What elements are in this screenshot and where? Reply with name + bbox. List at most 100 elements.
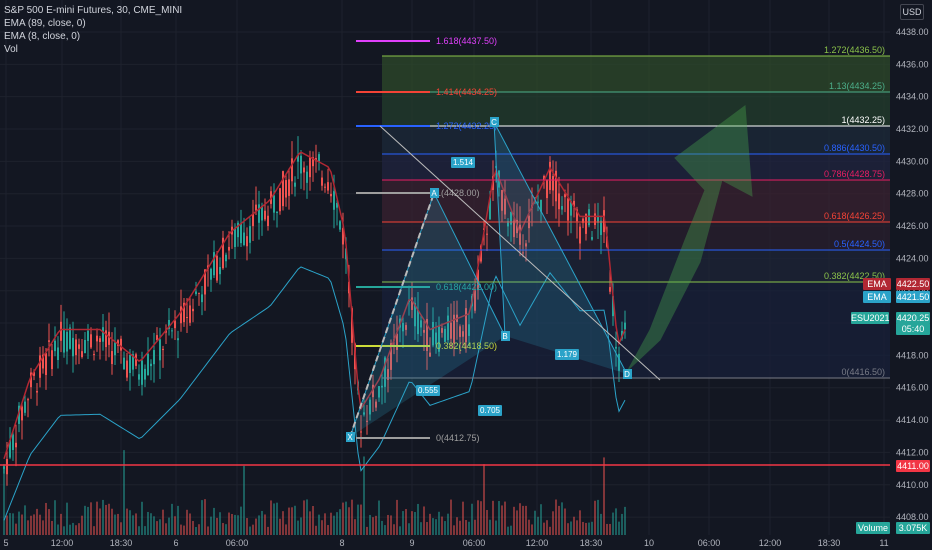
ratio-badge [478, 405, 502, 416]
price-tick: 4432.00 [896, 124, 929, 134]
candle-body [390, 343, 392, 370]
volume-bar [96, 501, 98, 535]
candle-body [168, 319, 170, 329]
candle-body [351, 308, 353, 343]
legend-ema8[interactable]: EMA (8, close, 0) [4, 31, 81, 42]
candle-body [444, 328, 446, 342]
volume-bar [201, 500, 203, 535]
volume-bar [402, 511, 404, 535]
candle-body [579, 226, 581, 244]
volume-bar [21, 514, 23, 535]
volume-bar [429, 513, 431, 535]
candle-body [180, 306, 182, 324]
fib-zone [382, 56, 890, 92]
candle-body [561, 206, 563, 210]
candle-body [468, 324, 470, 336]
pattern-point-label: A [431, 189, 437, 198]
legend-symbol[interactable]: S&P 500 E-mini Futures, 30, CME_MINI [4, 5, 183, 16]
volume-bar [456, 517, 458, 535]
time-tick: 06:00 [463, 538, 486, 548]
volume-bar [576, 520, 578, 535]
volume-bar [129, 510, 131, 535]
fib-ext-label: 1.618(4437.50) [436, 36, 497, 46]
volume-bar [153, 516, 155, 535]
candle-body [372, 384, 374, 398]
volume-label: Volume [856, 522, 890, 534]
ema1-value: 4422.50 [896, 278, 930, 290]
legend-vol[interactable]: Vol [4, 44, 18, 55]
diagonal-line [379, 125, 661, 381]
candle-body [69, 327, 71, 349]
candle-body [240, 223, 242, 244]
pattern-point [623, 369, 632, 379]
volume-bar [510, 525, 512, 535]
candle-body [363, 412, 365, 415]
candle-body [276, 211, 278, 213]
legend-ema89[interactable]: EMA (89, close, 0) [4, 18, 86, 29]
candle-body [402, 322, 404, 332]
volume-bar [333, 515, 335, 535]
volume-bar [213, 507, 215, 535]
volume-bar [246, 518, 248, 535]
candle-body [129, 354, 131, 373]
volume-bar [237, 515, 239, 535]
ratio-label: 1.514 [453, 158, 474, 167]
time-tick: 06:00 [226, 538, 249, 548]
volume-bar [12, 513, 14, 535]
volume-bar [276, 502, 278, 535]
volume-bar [69, 524, 71, 535]
candle-body [306, 171, 308, 183]
candle-body [411, 297, 413, 310]
volume-bar [99, 508, 101, 535]
candle-body [303, 167, 305, 173]
fib-ext-label: 0(4412.75) [436, 433, 480, 443]
candle-body [375, 401, 377, 408]
candle-body [417, 309, 419, 335]
price-tick: 4408.00 [896, 512, 929, 522]
candle-body [96, 335, 98, 342]
volume-bar [597, 499, 599, 535]
candle-body [24, 401, 26, 413]
volume-bar [84, 505, 86, 535]
candle-body [87, 330, 89, 341]
fib-ext-label: 1.414(4434.25) [436, 87, 497, 97]
volume-bar [318, 514, 320, 535]
candle-body [201, 294, 203, 303]
volume-bar [48, 509, 50, 535]
price-tick: 4428.00 [896, 189, 929, 199]
time-tick: 12:00 [759, 538, 782, 548]
ema2-value: 4421.50 [896, 291, 930, 303]
candle-body [300, 155, 302, 174]
candle-body [108, 331, 110, 345]
volume-bar [147, 511, 149, 535]
volume-bar [195, 526, 197, 535]
candle-body [225, 254, 227, 262]
candle-body [6, 459, 8, 475]
volume-bar [114, 514, 116, 535]
candle-body [477, 269, 479, 291]
candle-body [288, 179, 290, 196]
candle-body [321, 177, 323, 186]
candle-body [111, 351, 113, 365]
candle-body [330, 193, 332, 197]
candle-body [318, 154, 320, 162]
volume-bar [186, 509, 188, 535]
candle-body [249, 226, 251, 243]
volume-bar [222, 522, 224, 535]
candle-body [441, 328, 443, 333]
volume-bar [102, 499, 104, 535]
candle-body [465, 308, 467, 343]
volume-bar [207, 526, 209, 535]
candle-body [414, 302, 416, 327]
volume-bar [174, 516, 176, 535]
candle-body [282, 171, 284, 207]
candle-body [594, 213, 596, 226]
candle-body [153, 350, 155, 365]
candle-body [312, 157, 314, 167]
fib-ext-label: 0.382(4418.50) [436, 341, 497, 351]
volume-bar [288, 507, 290, 535]
currency-button[interactable]: USD [900, 4, 924, 20]
price-tick: 4414.00 [896, 415, 929, 425]
candle-body [102, 327, 104, 342]
